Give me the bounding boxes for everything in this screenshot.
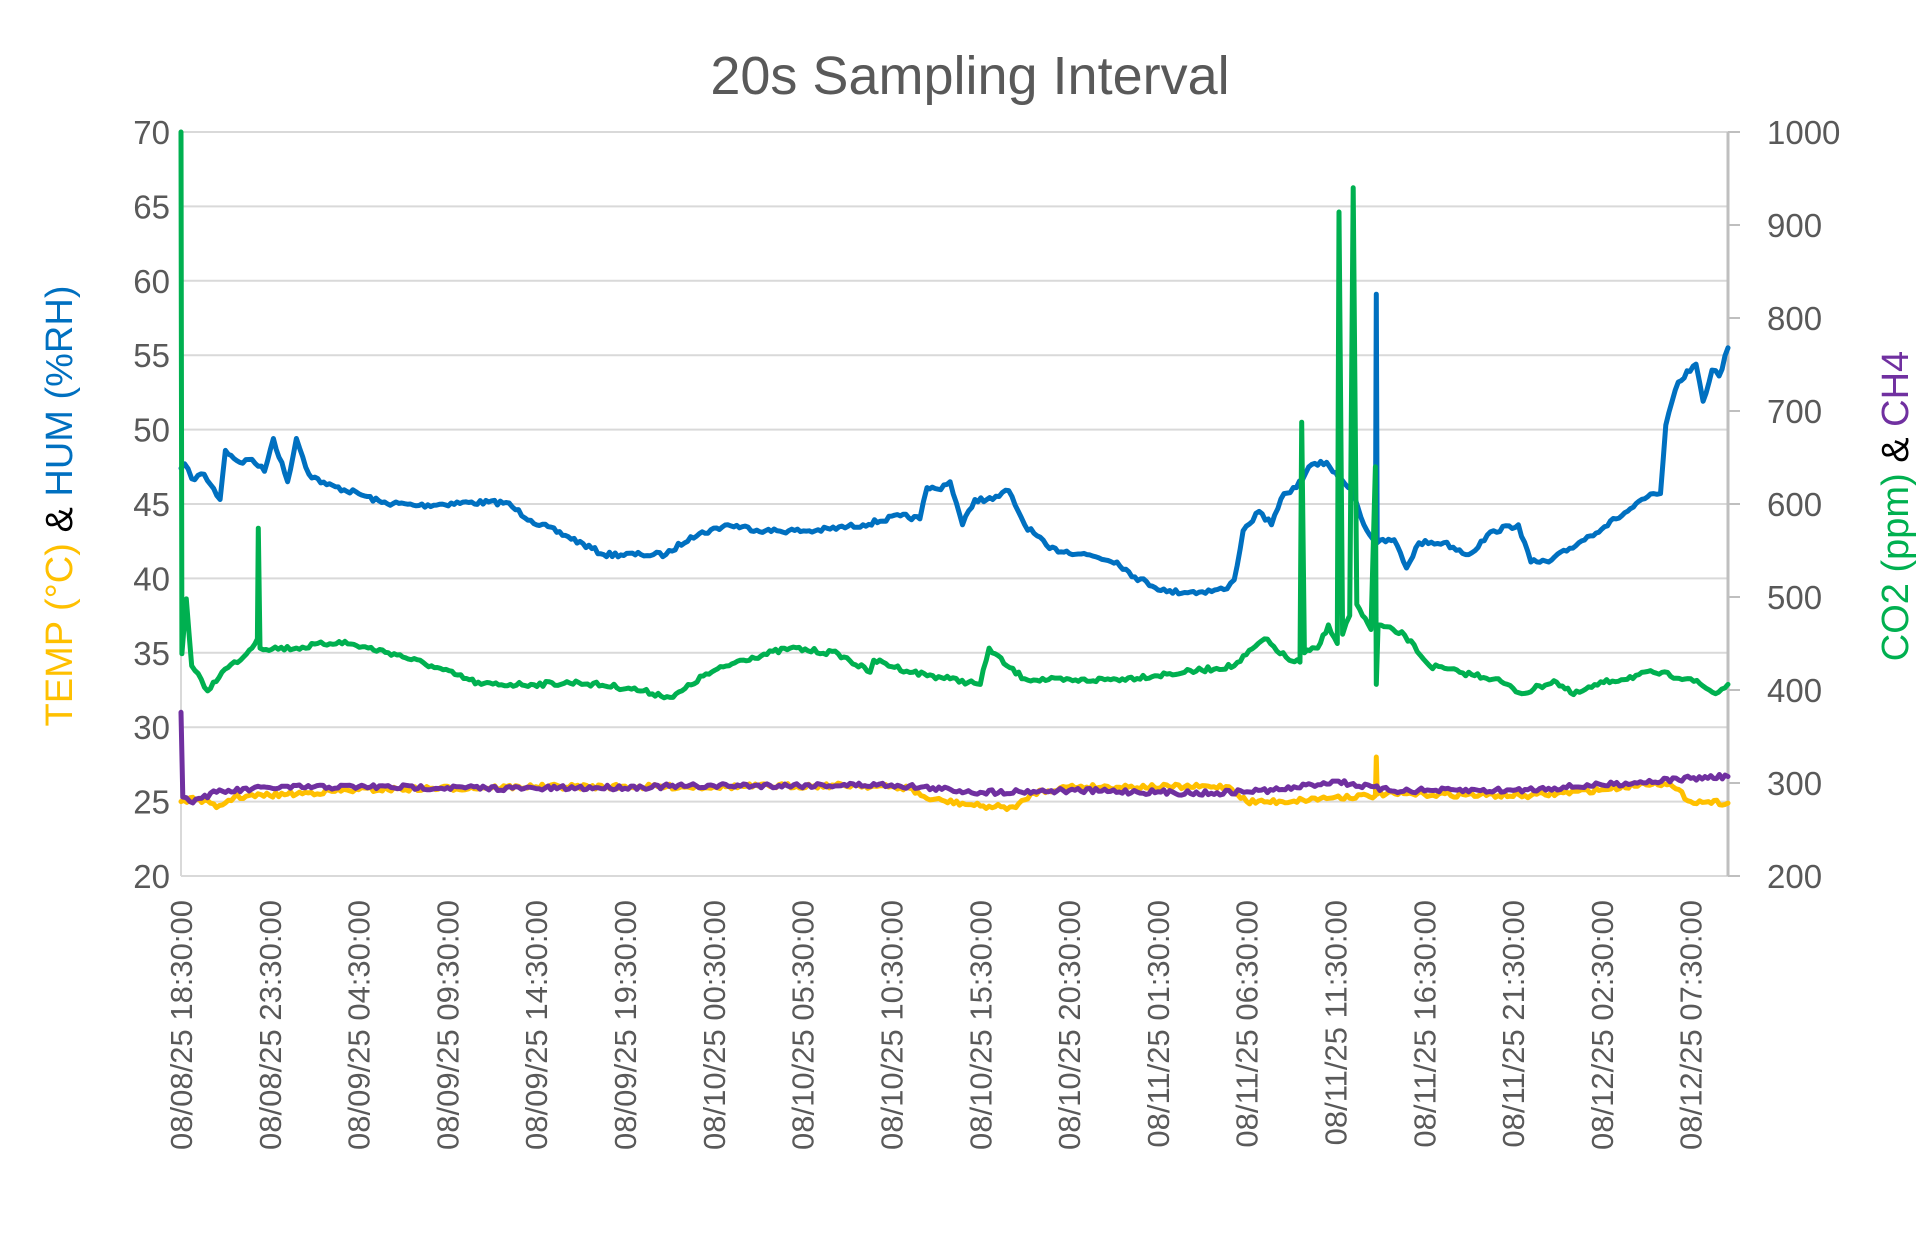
right-tick-label: 700 xyxy=(1767,393,1822,430)
axis-title-part: TEMP (°C) xyxy=(39,543,81,726)
x-tick-label: 08/09/25 04:30:00 xyxy=(342,900,377,1150)
axis-title-part: CO2 (ppm) xyxy=(1875,473,1917,661)
right-tick-label: 900 xyxy=(1767,207,1822,244)
x-tick-label: 08/10/25 00:30:00 xyxy=(697,900,732,1150)
left-tick-label: 50 xyxy=(133,412,170,449)
left-tick-label: 25 xyxy=(133,784,170,821)
series-line-ch4 xyxy=(178,709,1731,806)
x-tick-label: 08/12/25 07:30:00 xyxy=(1674,900,1709,1150)
right-axis-title: CO2 (ppm) & CH4 xyxy=(1875,351,1917,661)
x-tick-label: 08/10/25 10:30:00 xyxy=(874,900,909,1150)
x-tick-label: 08/09/25 14:30:00 xyxy=(519,900,554,1150)
left-axis-ticks: 20 25 30 35 40 45 50 55 60 65 70 xyxy=(133,114,170,895)
left-axis-title: TEMP (°C) & HUM (%RH) xyxy=(39,286,81,727)
x-tick-label: 08/11/25 21:30:00 xyxy=(1496,900,1531,1148)
chart-title: 20s Sampling Interval xyxy=(710,46,1229,106)
right-axis-ticks: 200 300 400 500 600 700 800 900 1000 xyxy=(1728,114,1840,895)
axis-title-part: & xyxy=(39,497,81,543)
left-tick-label: 70 xyxy=(133,114,170,151)
x-tick-label: 08/11/25 11:30:00 xyxy=(1318,900,1353,1145)
left-tick-label: 65 xyxy=(133,188,170,225)
axis-title-part: HUM (%RH) xyxy=(39,286,81,497)
right-tick-label: 600 xyxy=(1767,486,1822,523)
x-tick-label: 08/10/25 20:30:00 xyxy=(1052,900,1087,1150)
x-tick-label: 08/09/25 09:30:00 xyxy=(430,900,465,1150)
x-axis-ticks: 08/08/25 18:30:00 08/08/25 23:30:00 08/09/… xyxy=(164,900,1709,1150)
left-tick-label: 20 xyxy=(133,858,170,895)
right-tick-label: 1000 xyxy=(1767,114,1840,151)
left-tick-label: 35 xyxy=(133,635,170,672)
left-tick-label: 40 xyxy=(133,560,170,597)
axis-title-part: CH4 xyxy=(1875,351,1917,427)
x-tick-label: 08/10/25 15:30:00 xyxy=(963,900,998,1150)
x-tick-label: 08/09/25 19:30:00 xyxy=(608,900,643,1150)
right-tick-label: 200 xyxy=(1767,858,1822,895)
left-tick-label: 45 xyxy=(133,486,170,523)
x-tick-label: 08/08/25 23:30:00 xyxy=(253,900,288,1150)
x-tick-label: 08/11/25 06:30:00 xyxy=(1230,900,1265,1148)
right-tick-label: 800 xyxy=(1767,300,1822,337)
axis-title-part: & xyxy=(1875,427,1917,473)
x-tick-label: 08/11/25 16:30:00 xyxy=(1407,900,1442,1148)
right-tick-label: 400 xyxy=(1767,672,1822,709)
series-line-hum xyxy=(178,291,1731,597)
x-tick-label: 08/11/25 01:30:00 xyxy=(1141,900,1176,1148)
series-lines xyxy=(178,129,1731,812)
x-tick-label: 08/08/25 18:30:00 xyxy=(164,900,199,1150)
x-tick-label: 08/12/25 02:30:00 xyxy=(1585,900,1620,1150)
right-tick-label: 300 xyxy=(1767,765,1822,802)
series-line-co2 xyxy=(178,129,1731,701)
x-tick-label: 08/10/25 05:30:00 xyxy=(786,900,821,1150)
right-tick-label: 500 xyxy=(1767,579,1822,616)
left-tick-label: 60 xyxy=(133,263,170,300)
left-tick-label: 30 xyxy=(133,709,170,746)
left-tick-label: 55 xyxy=(133,337,170,374)
